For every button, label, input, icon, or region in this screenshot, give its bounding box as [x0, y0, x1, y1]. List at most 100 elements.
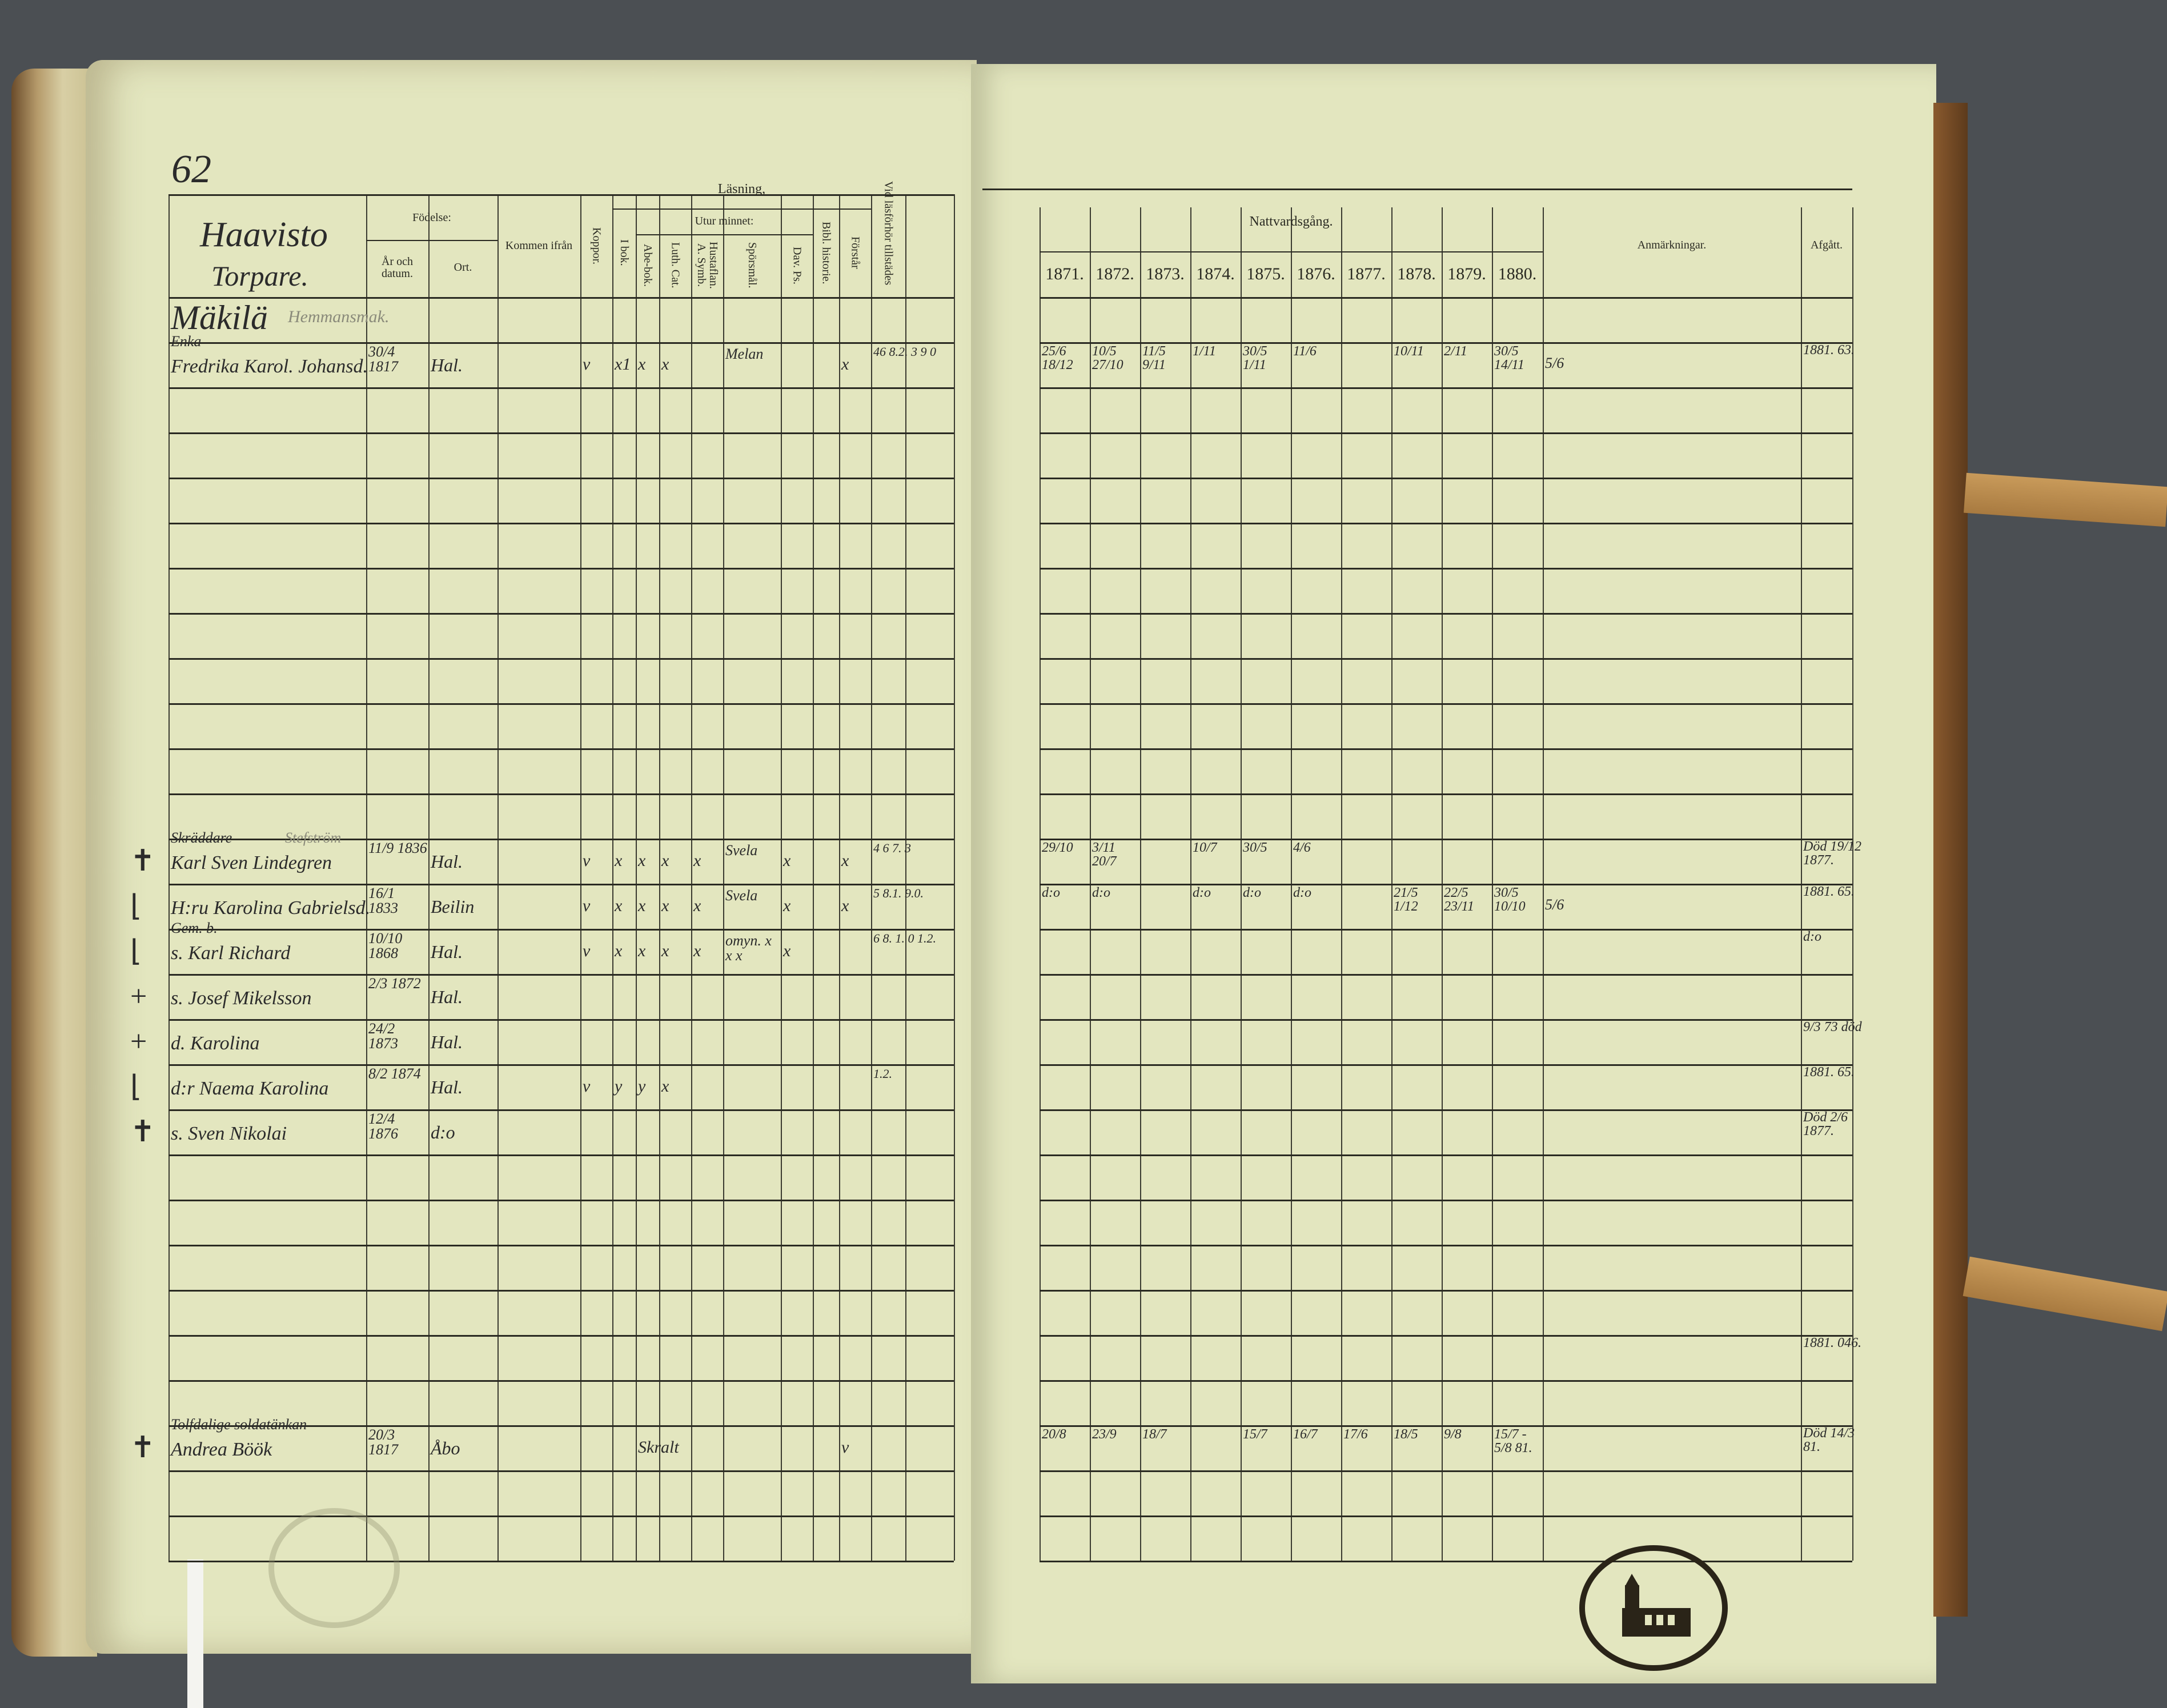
person-name: Andrea Böök [171, 1439, 272, 1460]
column-rule [723, 194, 724, 1561]
communion-date-1871: d:o [1042, 885, 1060, 900]
communion-date-1875: 15/7 [1243, 1427, 1267, 1442]
header-luth: Luth. Cat. [669, 242, 682, 288]
cell-dav: x [783, 851, 791, 870]
cell-forstar: x [841, 851, 849, 870]
row-rule [168, 839, 954, 840]
book-cover [1933, 103, 1968, 1617]
row-rule [1040, 839, 1852, 840]
cell-hust: x [693, 896, 701, 915]
cell-abe: y [638, 1077, 646, 1096]
communion-date-1878: 10/11 [1394, 344, 1424, 359]
column-rule [1852, 207, 1853, 1561]
cell-forstar: v [841, 1438, 849, 1457]
header-lasning: Läsning, [717, 181, 766, 197]
cell-abe: Skralt [638, 1438, 679, 1457]
header-year-1872: 1872. [1095, 264, 1134, 284]
row-rule [1040, 1335, 1852, 1337]
header-vid: Vid läsförhör tillstädes [882, 181, 895, 286]
row-rule [168, 387, 954, 389]
memory-header-rule [636, 234, 813, 235]
header-nattvardsgang: Nattvardsgång. [1249, 214, 1333, 230]
communion-date-1876: 11/6 [1293, 344, 1317, 359]
communion-date-1874: 10/7 [1193, 840, 1217, 855]
row-rule [1040, 1515, 1852, 1517]
row-rule [168, 1019, 954, 1021]
cell-vid: 6 8. 1. 0 1.2. [873, 931, 936, 945]
communion-date-1875: 30/5 1/11 [1243, 344, 1267, 372]
remark: 5/6 [1545, 355, 1564, 371]
household-category: Torpare. [211, 260, 308, 292]
afgatt-note: 9/3 73 död [1803, 1020, 1862, 1035]
cell-date: 10/10 1868 [368, 930, 403, 961]
entry-annotation: Enka [171, 333, 202, 350]
person-name: H:ru Karolina Gabrielsd. [171, 897, 371, 919]
column-rule [839, 194, 840, 1561]
cell-vid: 1.2. [873, 1067, 892, 1081]
afgatt-note: Död 19/12 1877. [1803, 839, 1861, 868]
header-forstar: Förstår [849, 236, 862, 269]
row-rule [168, 297, 954, 299]
afgatt-note: Död 14/3 81. [1803, 1426, 1855, 1454]
row-rule [168, 568, 954, 570]
cell-luth: x [661, 851, 669, 870]
cell-abe: x [638, 941, 646, 960]
communion-date-1878: 18/5 [1394, 1427, 1418, 1442]
row-rule [168, 1561, 954, 1562]
cell-koppor: v [583, 941, 591, 960]
communion-date-1878: 21/5 1/12 [1394, 885, 1418, 914]
column-rule [781, 194, 782, 1561]
cell-place: Beilin [431, 896, 475, 917]
row-rule [1040, 929, 1852, 931]
family-mark-icon: ✝ [130, 845, 155, 877]
header-place: Ort. [454, 261, 472, 274]
header-year-1877: 1877. [1347, 264, 1386, 284]
header-year-1879: 1879. [1447, 264, 1486, 284]
left-page [86, 60, 977, 1654]
cell-place: Hal. [431, 1077, 463, 1097]
row-rule [168, 1154, 954, 1156]
row-rule [168, 658, 954, 660]
right-page [971, 64, 1936, 1683]
row-rule [1040, 1200, 1852, 1201]
cell-ibok: x [615, 941, 623, 960]
header-afgatt: Afgått. [1810, 238, 1843, 251]
family-mark-icon: ⌊ [130, 1070, 142, 1103]
communion-date-1880: 30/5 14/11 [1494, 344, 1524, 372]
family-mark-icon: + [130, 1025, 147, 1058]
header-utur-minnet: Utur minnet: [695, 215, 754, 227]
communion-date-1872: 10/5 27/10 [1092, 344, 1123, 372]
village-name: Haavisto [200, 215, 328, 254]
cell-koppor: v [583, 1077, 591, 1096]
cell-place: Hal. [431, 987, 463, 1007]
communion-date-1874: 1/11 [1193, 344, 1216, 359]
cell-date: 11/9 1836 [368, 840, 427, 856]
bookmark-ribbon[interactable] [1963, 1256, 2167, 1332]
cell-place: Hal. [431, 355, 463, 375]
row-rule [168, 929, 954, 931]
afgatt-note: 1881. 65. [1803, 884, 1855, 899]
communion-date-1873: 18/7 [1142, 1427, 1167, 1442]
cell-place: Hal. [431, 851, 463, 872]
communion-date-1879: 2/11 [1444, 344, 1467, 359]
row-rule [168, 478, 954, 479]
birth-header-rule [366, 240, 497, 241]
cell-koppor: v [583, 851, 591, 870]
row-rule [1040, 297, 1852, 299]
person-name: s. Sven Nikolai [171, 1123, 287, 1144]
row-rule [168, 1425, 954, 1427]
faded-stamp [268, 1508, 400, 1628]
communion-date-1880: 30/5 10/10 [1494, 885, 1526, 914]
column-rule [636, 194, 637, 1561]
cell-place: Åbo [431, 1438, 460, 1458]
header-bibl: Bibl. historie. [820, 221, 833, 284]
cell-abe: x [638, 851, 646, 870]
cell-luth: x [661, 355, 669, 374]
column-rule [659, 194, 660, 1561]
entry-faint-annotation: Stefström [285, 829, 342, 846]
bookmark-ribbon[interactable] [1963, 472, 2167, 527]
cell-place: Hal. [431, 1032, 463, 1052]
header-anmarkningar: Anmärkningar. [1637, 238, 1707, 251]
diocese-stamp [1579, 1545, 1728, 1671]
row-rule [1040, 478, 1852, 479]
